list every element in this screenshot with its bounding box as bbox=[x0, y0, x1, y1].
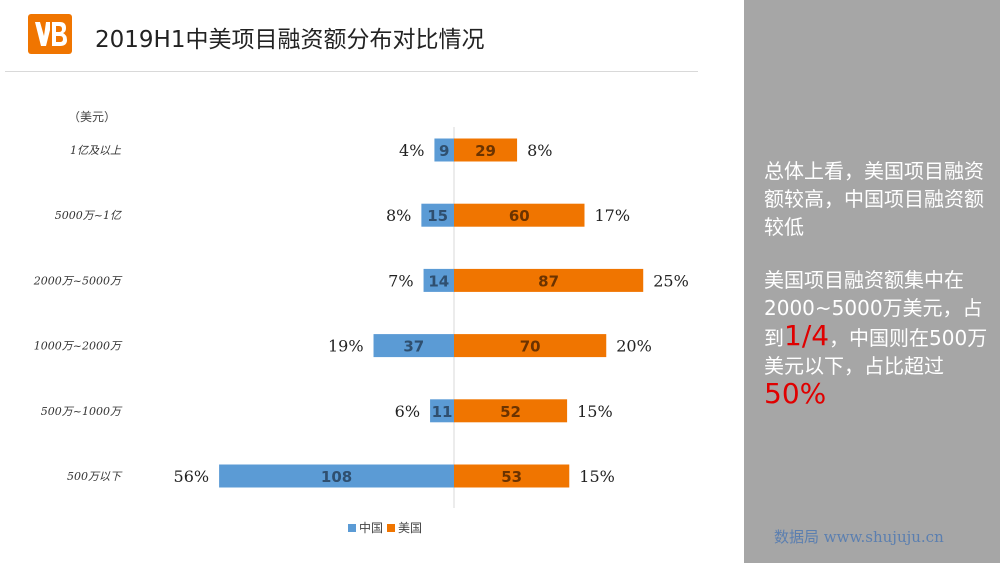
percent-label-usa: 17% bbox=[595, 206, 631, 225]
category-label: 1000万~2000万 bbox=[34, 340, 123, 353]
bar-value-china: 37 bbox=[403, 338, 424, 356]
legend-swatch-usa bbox=[387, 524, 395, 532]
bar-usa bbox=[454, 268, 644, 292]
bar-value-china: 9 bbox=[439, 142, 449, 160]
sidebar-summary: 总体上看，美国项目融资额较高，中国项目融资额较低 bbox=[764, 159, 984, 239]
bar-value-usa: 70 bbox=[520, 338, 541, 356]
page-title: 2019H1中美项目融资额分布对比情况 bbox=[95, 27, 485, 53]
sidebar-highlight-quarter: 1/4 bbox=[784, 319, 830, 352]
bar-value-china: 108 bbox=[321, 468, 352, 486]
bar-china bbox=[430, 399, 454, 423]
percent-label-china: 19% bbox=[328, 337, 364, 356]
percent-label-usa: 20% bbox=[616, 337, 652, 356]
bar-usa bbox=[454, 399, 568, 423]
category-label: 500万~1000万 bbox=[41, 405, 123, 418]
bar-usa bbox=[454, 203, 585, 227]
percent-label-china: 8% bbox=[386, 206, 411, 225]
percent-label-china: 56% bbox=[174, 467, 210, 486]
bar-china bbox=[434, 138, 454, 162]
sidebar-highlight-half: 50% bbox=[764, 377, 827, 410]
logo bbox=[28, 14, 72, 54]
bar-value-usa: 60 bbox=[509, 207, 530, 225]
legend-swatch-china bbox=[348, 524, 356, 532]
legend-label-usa: 美国 bbox=[398, 521, 422, 535]
percent-label-china: 7% bbox=[388, 271, 413, 290]
unit-label: （美元） bbox=[68, 110, 116, 124]
bar-china bbox=[421, 203, 454, 227]
category-label: 1亿及以上 bbox=[70, 144, 122, 157]
percent-label-china: 6% bbox=[395, 402, 420, 421]
diverging-bar-chart: （美元） 1亿及以上 9 4% 29 8% 5000万~1亿 15 8% 60 17% 2000万~5… bbox=[33, 110, 689, 535]
bar-value-china: 15 bbox=[427, 207, 448, 225]
bar-usa bbox=[454, 464, 570, 488]
bar-usa bbox=[454, 334, 607, 358]
percent-label-usa: 8% bbox=[527, 141, 552, 160]
bar-value-usa: 29 bbox=[475, 142, 496, 160]
bar-value-china: 14 bbox=[428, 272, 449, 290]
source-credit: 数据局 www.shujuju.cn bbox=[774, 528, 944, 546]
bar-value-usa: 52 bbox=[500, 403, 521, 421]
percent-label-china: 4% bbox=[399, 141, 424, 160]
sidebar-detail-text-a: 美国项目融资额集中在2000~5000万美元，占到 bbox=[764, 268, 983, 350]
bar-usa bbox=[454, 138, 518, 162]
bar-china bbox=[219, 464, 454, 488]
sidebar-panel: 总体上看，美国项目融资额较高，中国项目融资额较低 美国项目融资额集中在2000~… bbox=[744, 0, 1000, 563]
bar-china bbox=[423, 268, 454, 292]
category-label: 2000万~5000万 bbox=[33, 274, 123, 287]
percent-label-usa: 15% bbox=[579, 467, 615, 486]
legend-label-china: 中国 bbox=[359, 520, 383, 535]
category-label: 500万以下 bbox=[67, 470, 123, 483]
bar-value-china: 11 bbox=[432, 403, 453, 421]
bar-china bbox=[373, 334, 454, 358]
title-divider bbox=[5, 71, 698, 72]
percent-label-usa: 25% bbox=[653, 271, 689, 290]
percent-label-usa: 15% bbox=[577, 402, 613, 421]
category-label: 5000万~1亿 bbox=[55, 209, 123, 222]
bar-value-usa: 87 bbox=[538, 272, 559, 290]
bar-value-usa: 53 bbox=[501, 468, 522, 486]
sidebar-detail: 美国项目融资额集中在2000~5000万美元，占到1/4，中国则在500万美元以… bbox=[764, 266, 994, 410]
sidebar-detail-text-b: ，中国则在500万美元以下，占比超过 bbox=[764, 326, 988, 378]
